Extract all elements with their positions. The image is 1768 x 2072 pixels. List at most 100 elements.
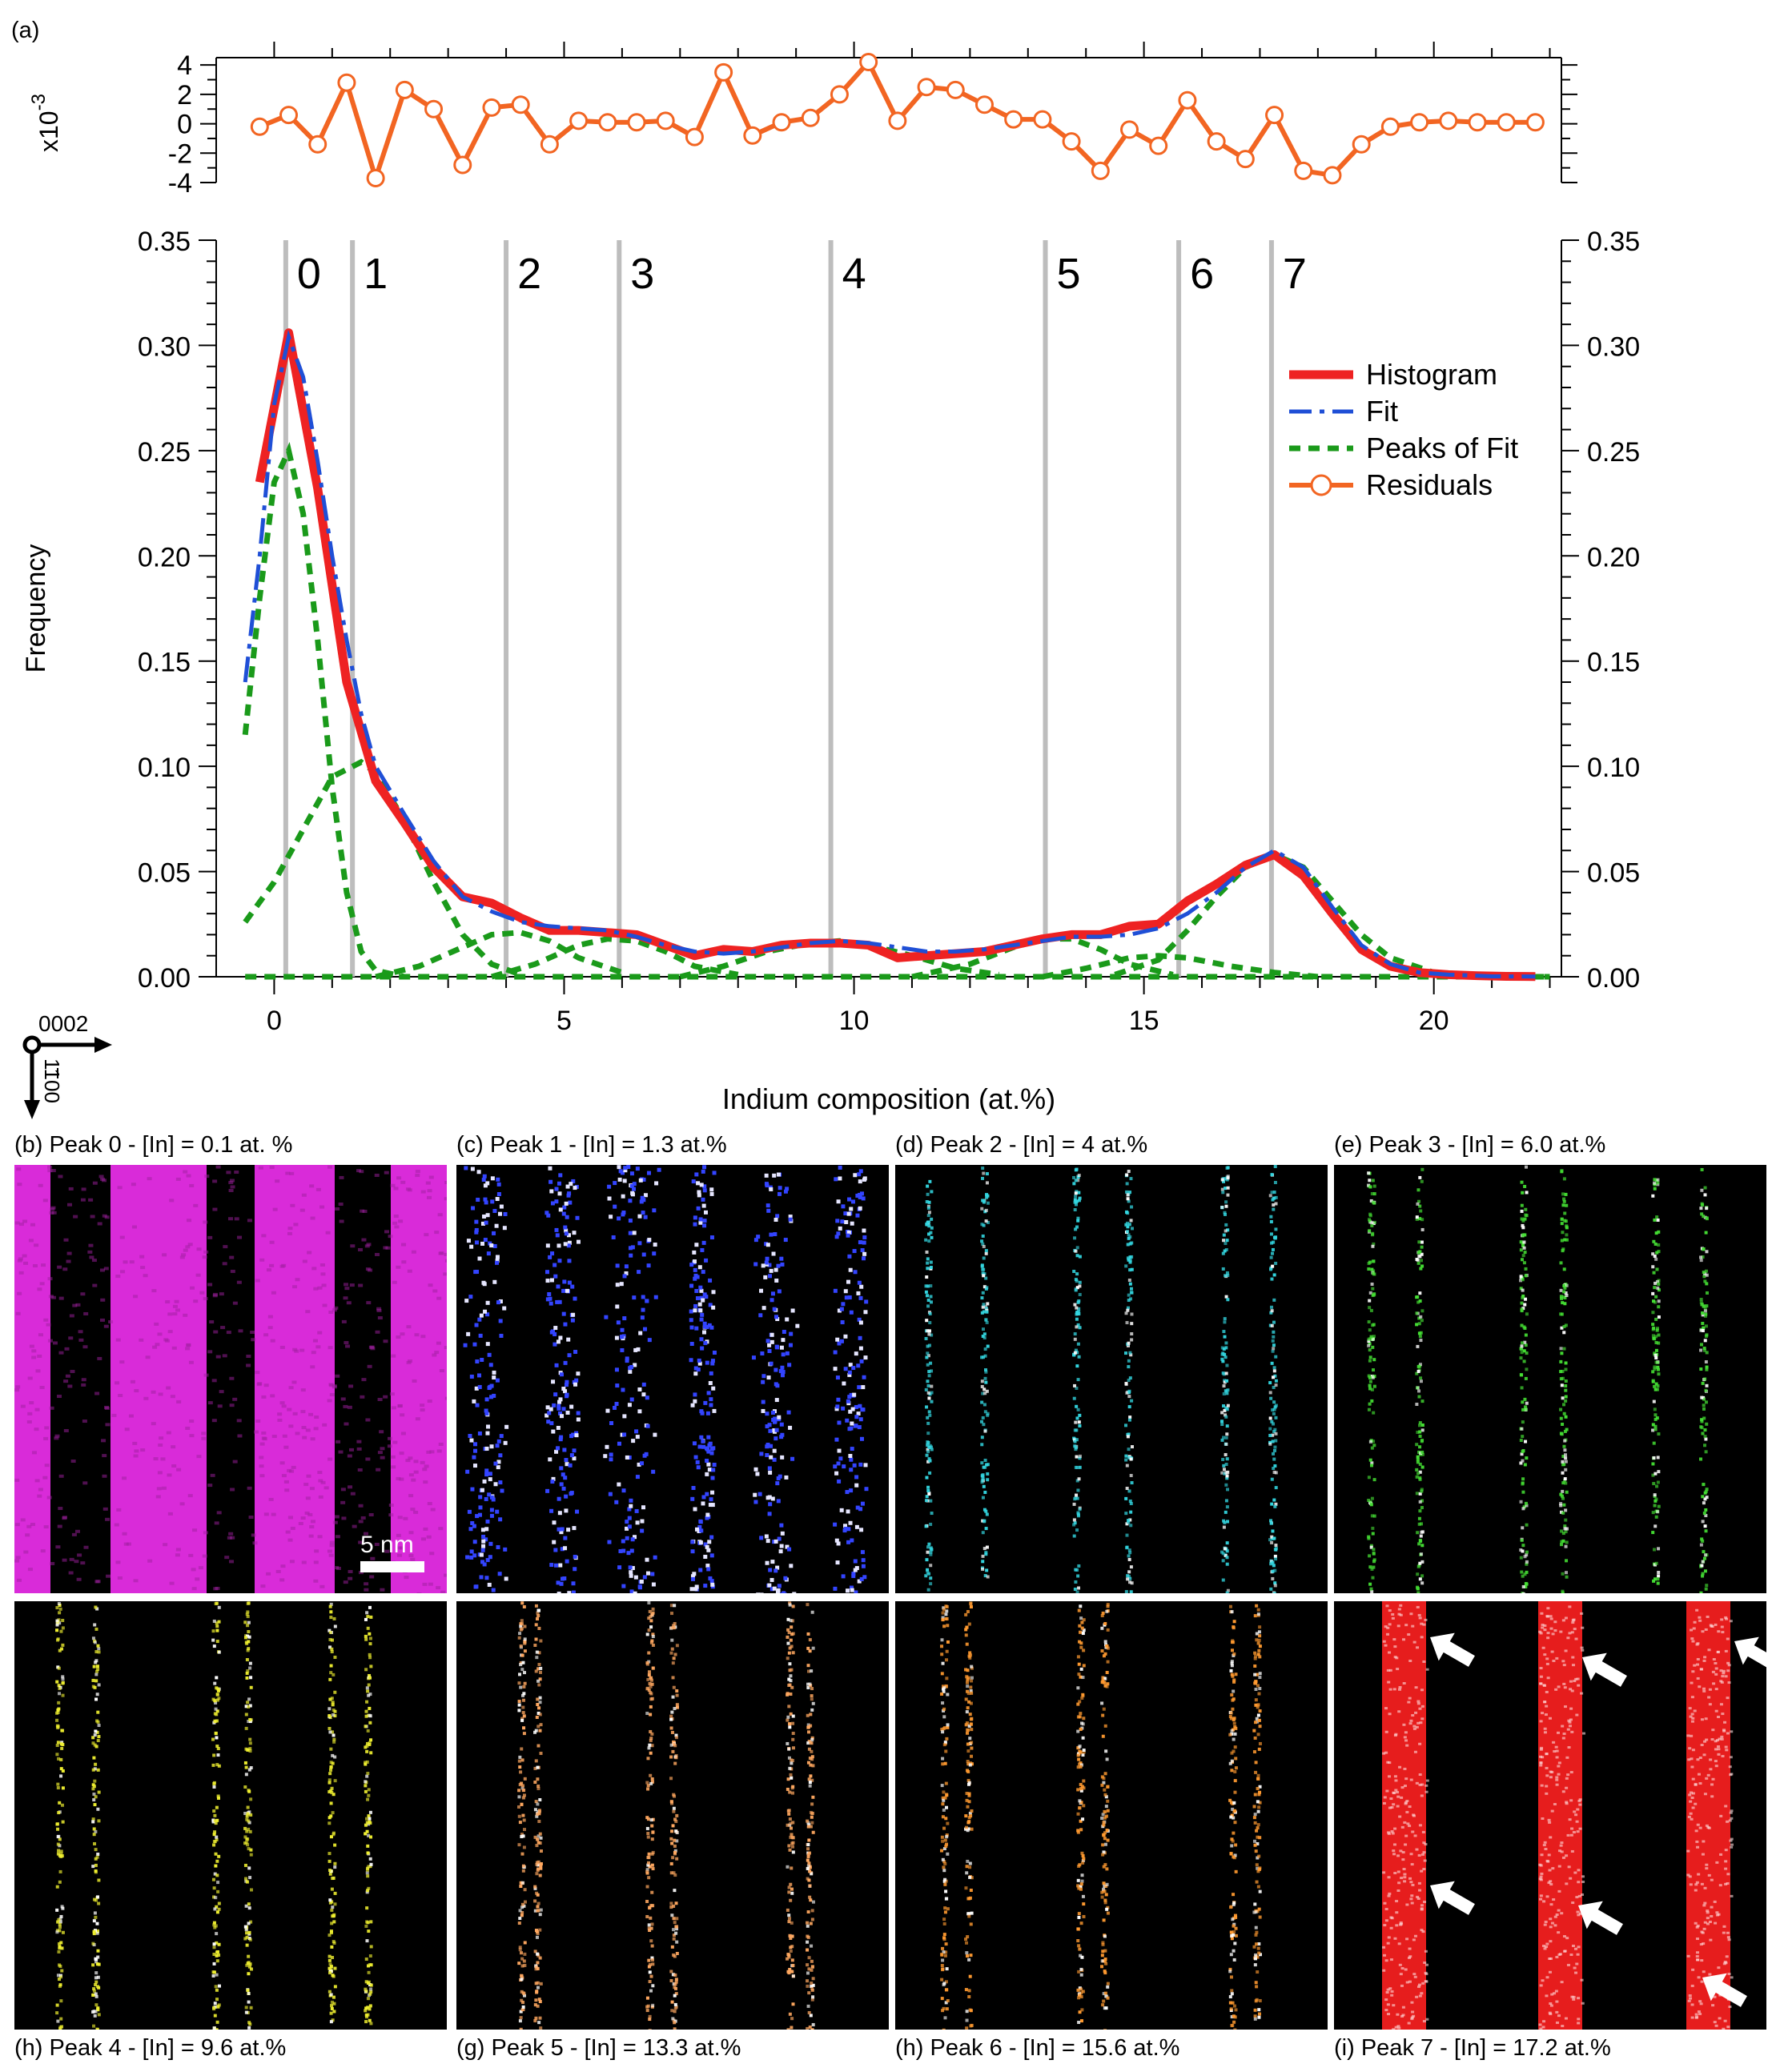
atom-dot — [696, 1465, 701, 1470]
indium-band — [391, 1165, 447, 1593]
atom-dot — [649, 1738, 653, 1742]
atom-dot — [672, 1740, 676, 1744]
atom-dot — [1223, 1320, 1227, 1324]
atom-dot — [1521, 1592, 1525, 1593]
atom-dot — [1220, 1411, 1224, 1415]
atom-dot — [520, 1998, 524, 2002]
atom-dot — [697, 1265, 702, 1270]
atom-dot — [1561, 1471, 1565, 1475]
atom-dot — [981, 1271, 985, 1275]
atom-dot — [97, 1683, 101, 1687]
atom-dot — [94, 1697, 98, 1701]
atom-dot — [215, 1954, 219, 1958]
atom-dot — [1125, 1321, 1129, 1325]
atom-dot — [92, 1929, 96, 1933]
atom-dot — [846, 1211, 851, 1216]
atom-dot — [55, 2011, 59, 2015]
atom-dot — [492, 1208, 497, 1213]
atom-dot — [536, 1966, 540, 1970]
band-texture — [62, 1558, 67, 1562]
residual-point — [1033, 110, 1052, 129]
atom-dot — [808, 1638, 812, 1642]
atom-dot — [693, 1222, 697, 1227]
atom-dot — [498, 1319, 503, 1323]
atom-dot — [769, 1232, 774, 1237]
band-texture — [356, 1169, 362, 1173]
atom-dot — [247, 1620, 251, 1624]
atom-dot — [669, 1651, 673, 1655]
atom-dot — [833, 1350, 838, 1355]
atom-dot — [1700, 1188, 1704, 1192]
atom-dot — [691, 1179, 696, 1184]
atom-dot — [330, 1638, 334, 1642]
band-texture — [269, 1263, 275, 1267]
atom-dot — [538, 2016, 542, 2020]
atom-dot — [1274, 1471, 1278, 1475]
atom-dot — [244, 1705, 248, 1709]
atom-dot — [1129, 1510, 1133, 1514]
atom-dot — [1417, 1564, 1421, 1568]
atom-dot — [1125, 1533, 1129, 1537]
atom-dot — [767, 1423, 772, 1428]
atom-dot — [786, 1656, 790, 1660]
atom-dot — [519, 1885, 523, 1889]
band-texture — [120, 1270, 126, 1274]
atom-dot — [472, 1540, 477, 1544]
atom-dot — [806, 1910, 810, 1914]
atom-dot — [520, 1758, 524, 1762]
atom-dot — [1704, 1388, 1708, 1392]
atom-dot — [789, 1693, 793, 1697]
atom-dot — [690, 1540, 695, 1544]
atom-dot — [789, 1882, 793, 1886]
atom-dot — [926, 1460, 930, 1464]
atom-dot — [1225, 1541, 1229, 1545]
band-texture — [118, 1394, 123, 1398]
atom-dot — [765, 1560, 769, 1565]
atom-dot — [1370, 1223, 1374, 1227]
atom-dot — [1520, 1347, 1524, 1351]
atom-dot — [624, 1264, 629, 1269]
atom-dot — [810, 1944, 814, 1948]
atom-dot — [536, 1786, 540, 1790]
atom-dot — [1268, 1416, 1272, 1420]
atom-dot — [533, 1885, 537, 1889]
atom-dot — [366, 1889, 370, 1893]
peak-marker-label: 7 — [1283, 250, 1307, 298]
atom-dot — [1651, 1462, 1655, 1466]
band-texture — [411, 1478, 416, 1482]
band-texture — [157, 1471, 163, 1475]
y-tick-label-right: 0.10 — [1587, 753, 1640, 783]
atom-dot — [545, 1279, 550, 1283]
atom-dot — [496, 1460, 501, 1464]
atom-dot — [788, 1662, 792, 1666]
atom-dot — [214, 1864, 218, 1868]
atom-dot — [331, 1905, 335, 1909]
atom-dot — [559, 1482, 564, 1487]
atom-dot — [693, 1392, 697, 1397]
band-texture — [71, 1532, 77, 1536]
atom-dot — [771, 1251, 776, 1256]
atom-dot — [1702, 1271, 1706, 1275]
atom-dot — [1415, 1323, 1419, 1327]
atom-dot — [980, 1239, 984, 1243]
atom-dot — [97, 1962, 101, 1966]
residuals-tick-label: 4 — [177, 50, 192, 81]
atom-dot — [985, 1310, 989, 1314]
atom-dot — [1077, 1312, 1081, 1316]
map-caption: (g) Peak 5 - [In] = 13.3 at.% — [456, 2035, 741, 2061]
atom-dot — [1270, 1535, 1274, 1539]
atom-dot — [845, 1418, 850, 1423]
atom-dot — [60, 1647, 64, 1651]
atom-dot — [810, 1757, 814, 1761]
atom-dot — [1124, 1264, 1128, 1268]
atom-dot — [671, 1749, 675, 1753]
atom-dot — [704, 1295, 709, 1299]
atom-dot — [1127, 1278, 1131, 1282]
atom-dot — [697, 1361, 702, 1366]
atom-dot — [368, 1721, 372, 1725]
atom-dot — [562, 1205, 567, 1210]
atom-dot — [243, 1841, 247, 1845]
atom-dot — [1224, 1187, 1228, 1191]
atom-dot — [538, 1696, 542, 1700]
atom-dot — [806, 1825, 810, 1829]
